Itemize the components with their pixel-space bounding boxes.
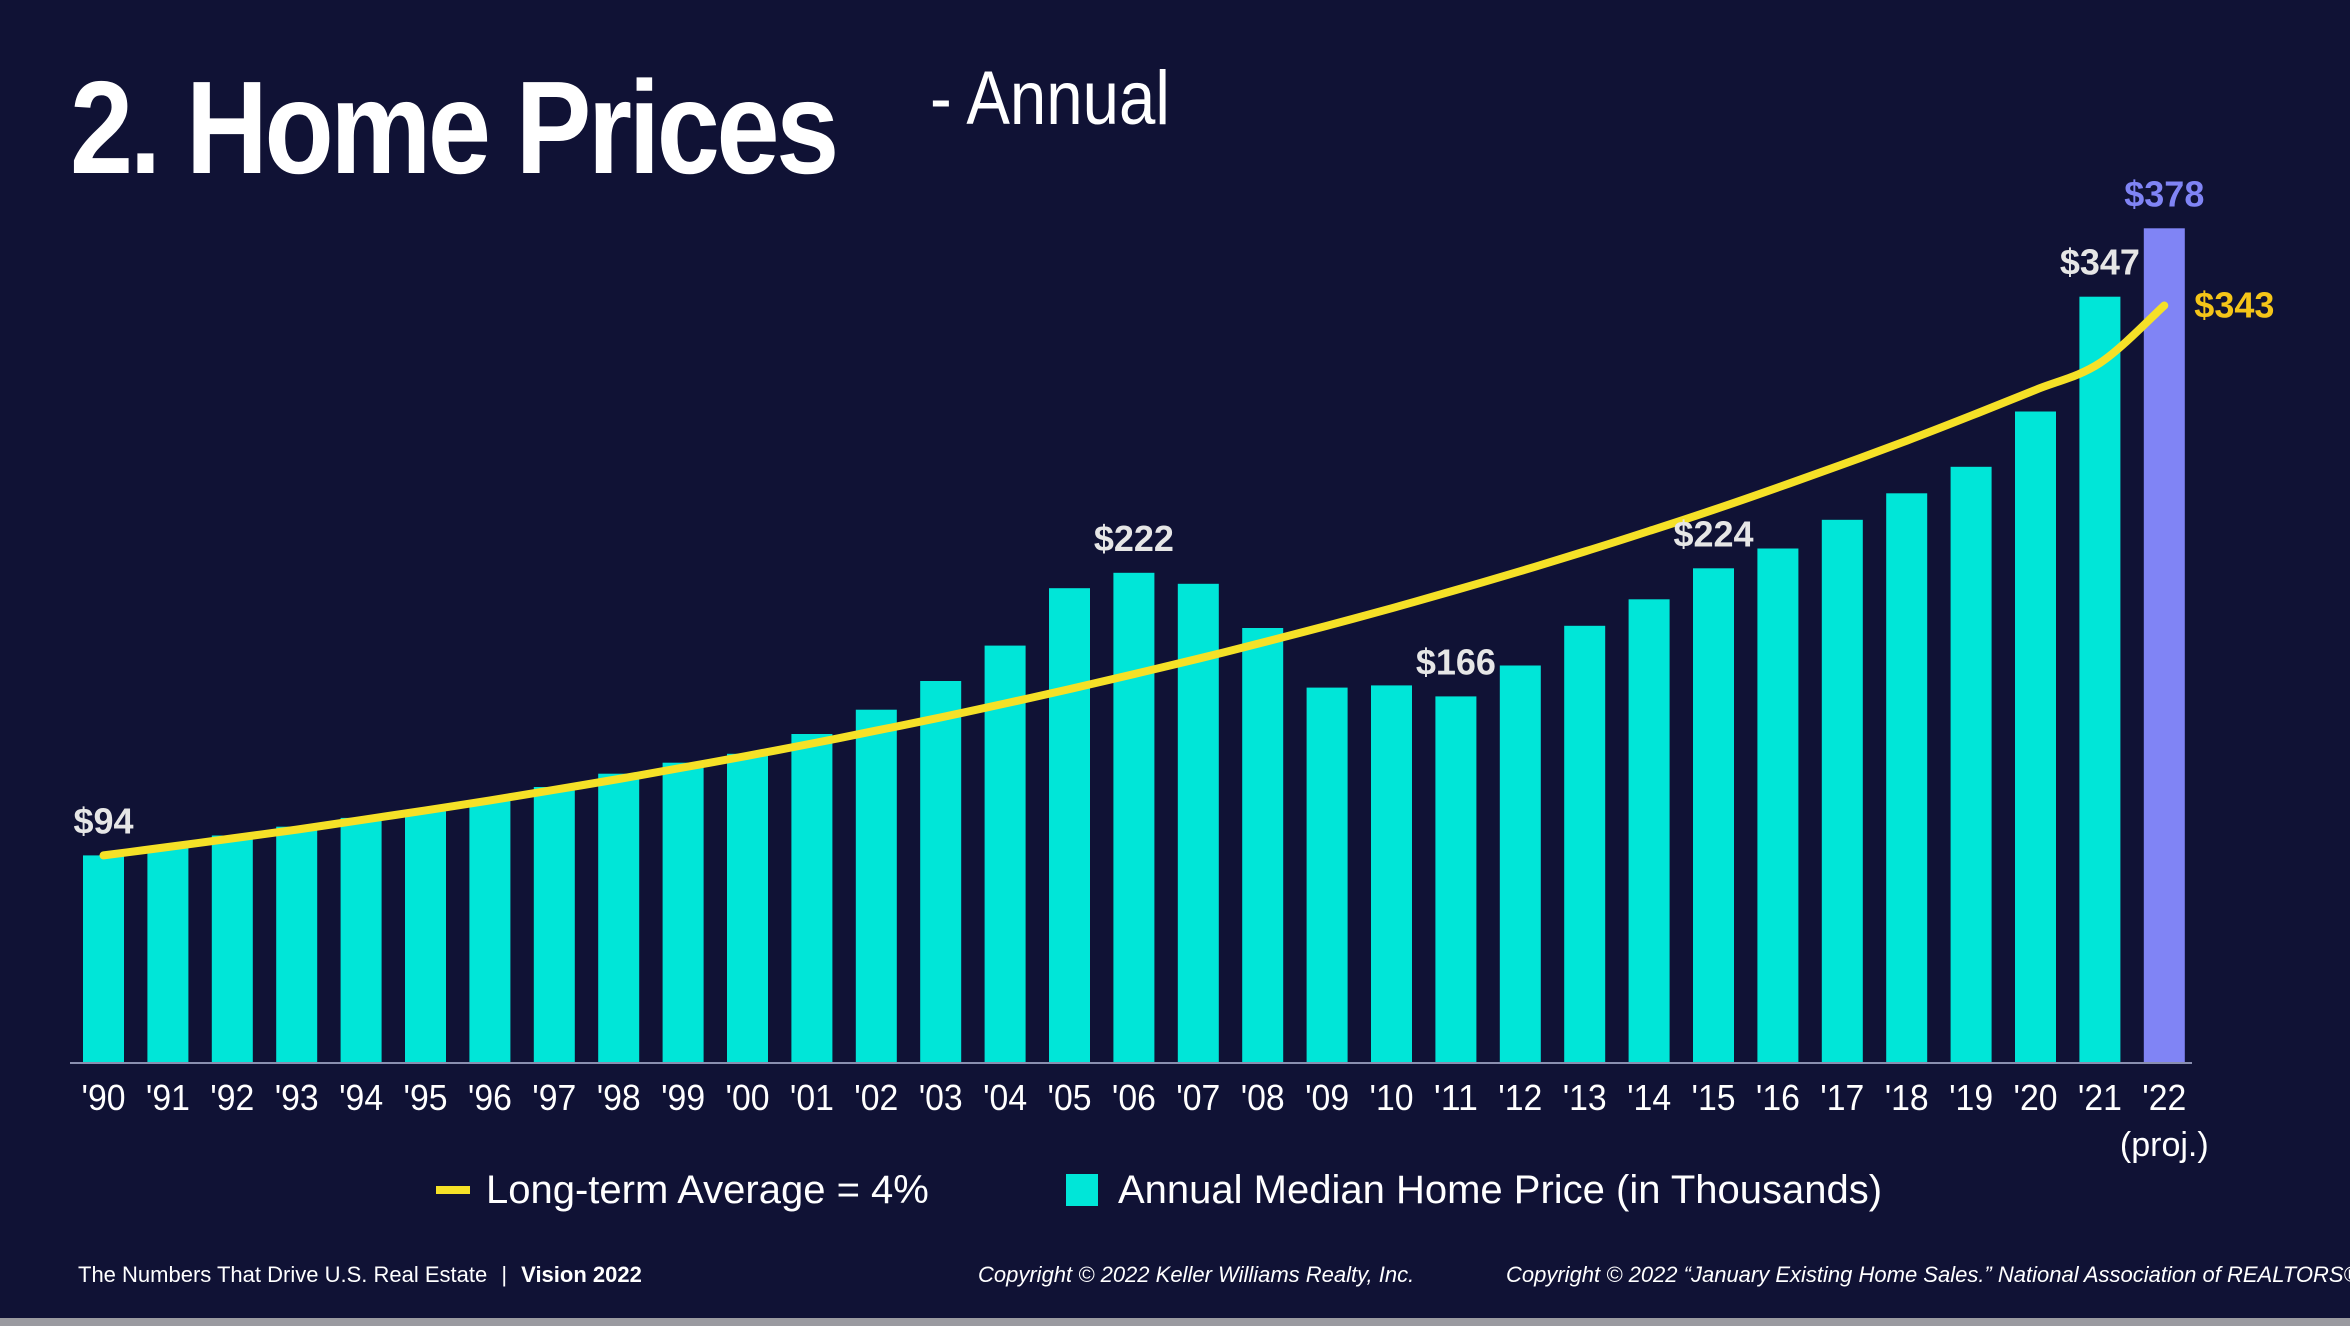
x-tick-93: '93: [275, 1077, 319, 1118]
x-tick-18: '18: [1885, 1077, 1929, 1118]
bar-08: [1242, 628, 1284, 1063]
bar-14: [1628, 599, 1670, 1064]
x-tick-98: '98: [597, 1077, 641, 1118]
bar-01: [791, 734, 833, 1063]
legend-bar-label: Annual Median Home Price (in Thousands): [1118, 1167, 1883, 1212]
data-label-222: $222: [1094, 518, 1174, 559]
bar-09: [1306, 687, 1348, 1063]
bar-90: [83, 855, 124, 1063]
bar-97: [533, 787, 575, 1063]
data-label-347: $347: [2060, 242, 2140, 283]
data-label-378: $378: [2124, 173, 2204, 214]
bar-92: [211, 835, 253, 1063]
x-tick-13: '13: [1563, 1077, 1607, 1118]
bar-18: [1886, 493, 1928, 1064]
bar-22: [2143, 228, 2185, 1064]
legend-bar-swatch: [1066, 1174, 1098, 1206]
footer-right: Copyright © 2022 “January Existing Home …: [1506, 1262, 2350, 1287]
bar-96: [469, 800, 511, 1063]
data-label-166: $166: [1416, 641, 1496, 682]
x-tick-06: '06: [1112, 1077, 1156, 1118]
x-tick-01: '01: [790, 1077, 834, 1118]
x-tick-20: '20: [2014, 1077, 2058, 1118]
bar-13: [1564, 625, 1606, 1064]
bar-05: [1049, 588, 1090, 1063]
bar-95: [405, 811, 446, 1064]
x-tick-09: '09: [1305, 1077, 1349, 1118]
bar-15: [1693, 568, 1734, 1063]
bar-16: [1757, 548, 1799, 1063]
bar-10: [1371, 685, 1412, 1063]
x-tick-07: '07: [1176, 1077, 1220, 1118]
home-price-chart: '90 '91 '92 '93 '94 '95 '96 '97 '98 '99 '00 '01 '02 '…: [70, 173, 2274, 1164]
x-tick-15: '15: [1692, 1077, 1736, 1118]
x-tick-17: '17: [1820, 1077, 1864, 1118]
bar-99: [662, 762, 704, 1063]
long-term-average-line: [99, 301, 2169, 860]
x-tick-94: '94: [339, 1077, 383, 1118]
bar-17: [1821, 519, 1863, 1064]
page-title: 2. Home Prices: [70, 54, 839, 201]
bar-91: [147, 846, 189, 1063]
x-tick-10: '10: [1370, 1077, 1414, 1118]
x-tick-04: '04: [983, 1077, 1027, 1118]
footer-left-bold: Vision 2022: [521, 1262, 642, 1287]
footer-middle: Copyright © 2022 Keller Williams Realty,…: [978, 1262, 1415, 1287]
bottom-rule: [0, 1318, 2350, 1326]
bar-94: [340, 817, 382, 1063]
x-tick-22: '22: [2142, 1077, 2186, 1118]
data-label-224: $224: [1673, 513, 1753, 554]
x-tick-02: '02: [854, 1077, 898, 1118]
x-tick-12: '12: [1498, 1077, 1542, 1118]
x-tick-00: '00: [726, 1077, 770, 1118]
bar-02: [855, 709, 897, 1063]
x-tick-91: '91: [146, 1077, 190, 1118]
x-tick-95: '95: [404, 1077, 448, 1118]
footer-left-text: The Numbers That Drive U.S. Real Estate: [78, 1262, 488, 1287]
bar-group: [83, 228, 2185, 1064]
bar-98: [598, 773, 640, 1063]
x-tick-92: '92: [210, 1077, 254, 1118]
bar-93: [276, 826, 318, 1063]
x-tick-21: '21: [2078, 1077, 2122, 1118]
x-tick-sublabel: (proj.): [2120, 1126, 2209, 1164]
legend-line-swatch: [436, 1186, 470, 1194]
x-tick-05: '05: [1048, 1077, 1092, 1118]
x-tick-96: '96: [468, 1077, 512, 1118]
legend-line-item: Long-term Average = 4%: [436, 1160, 929, 1220]
bar-06: [1113, 572, 1155, 1064]
x-tick-08: '08: [1241, 1077, 1285, 1118]
x-tick-11: '11: [1434, 1077, 1478, 1118]
x-tick-99: '99: [661, 1077, 705, 1118]
page-subtitle: - Annual: [930, 56, 1170, 141]
x-tick-97: '97: [532, 1077, 576, 1118]
data-label-343: $343: [2194, 285, 2274, 326]
title-row: 2. Home Prices: [70, 52, 961, 203]
bar-12: [1499, 665, 1541, 1063]
bar-04: [984, 645, 1026, 1063]
x-tick-14: '14: [1627, 1077, 1671, 1118]
legend-bar-item: Annual Median Home Price (in Thousands): [1066, 1160, 1882, 1220]
bar-20: [2015, 411, 2056, 1063]
x-tick-03: '03: [919, 1077, 963, 1118]
data-label-94: $94: [73, 800, 133, 841]
x-tick-16: '16: [1756, 1077, 1800, 1118]
footer-separator: |: [501, 1262, 508, 1287]
bar-21: [2079, 296, 2121, 1063]
x-tick-90: '90: [82, 1077, 126, 1118]
x-tick-19: '19: [1949, 1077, 1993, 1118]
bar-03: [920, 681, 962, 1063]
data-labels: $94 $222 $166 $224 $347 $378 $343: [73, 173, 2274, 841]
bar-00: [727, 753, 768, 1063]
footer-left: The Numbers That Drive U.S. Real Estate …: [78, 1262, 642, 1288]
bar-19: [1950, 466, 1992, 1064]
legend-line-label: Long-term Average = 4%: [486, 1167, 929, 1212]
bar-11: [1435, 696, 1477, 1063]
x-tick-labels: '90 '91 '92 '93 '94 '95 '96 '97 '98 '99 '00 '01 '02 '…: [82, 1077, 2209, 1164]
